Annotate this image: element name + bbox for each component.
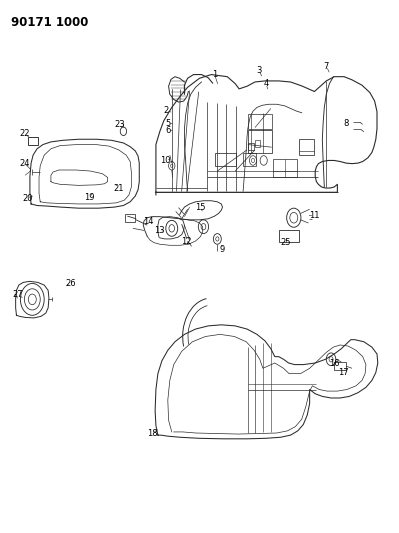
- Text: 3: 3: [256, 66, 262, 75]
- Text: 12: 12: [182, 237, 192, 246]
- Text: 8: 8: [344, 119, 349, 128]
- Bar: [125, 214, 135, 222]
- Bar: [28, 136, 38, 144]
- Bar: [243, 152, 256, 166]
- Bar: [248, 130, 272, 152]
- Text: 18: 18: [147, 429, 157, 438]
- Bar: [273, 159, 296, 177]
- Text: 27: 27: [13, 289, 24, 298]
- Text: 2: 2: [163, 106, 168, 115]
- Text: 14: 14: [143, 217, 153, 226]
- Bar: [255, 140, 260, 147]
- Text: 26: 26: [65, 279, 76, 288]
- Bar: [298, 139, 314, 155]
- Text: 9: 9: [220, 245, 225, 254]
- Text: 22: 22: [19, 130, 30, 139]
- Bar: [248, 114, 272, 128]
- Bar: [334, 362, 346, 370]
- Text: 16: 16: [329, 359, 340, 367]
- Bar: [215, 152, 236, 166]
- Text: 5: 5: [165, 119, 170, 128]
- Text: 20: 20: [22, 194, 32, 203]
- Text: 23: 23: [114, 120, 125, 129]
- Text: 6: 6: [165, 126, 170, 135]
- Text: 21: 21: [113, 183, 124, 192]
- Text: 17: 17: [338, 368, 348, 377]
- Text: 13: 13: [154, 227, 164, 236]
- Text: 10: 10: [160, 156, 171, 165]
- Bar: [248, 143, 254, 150]
- Bar: [279, 230, 298, 242]
- Text: 15: 15: [195, 203, 205, 212]
- Text: 19: 19: [84, 193, 95, 202]
- Text: 90171 1000: 90171 1000: [11, 15, 89, 29]
- Text: 1: 1: [212, 70, 217, 79]
- Text: 24: 24: [19, 159, 30, 167]
- Text: 7: 7: [324, 62, 329, 70]
- Text: 25: 25: [280, 238, 291, 247]
- Text: 4: 4: [263, 79, 269, 88]
- Text: 11: 11: [309, 211, 320, 220]
